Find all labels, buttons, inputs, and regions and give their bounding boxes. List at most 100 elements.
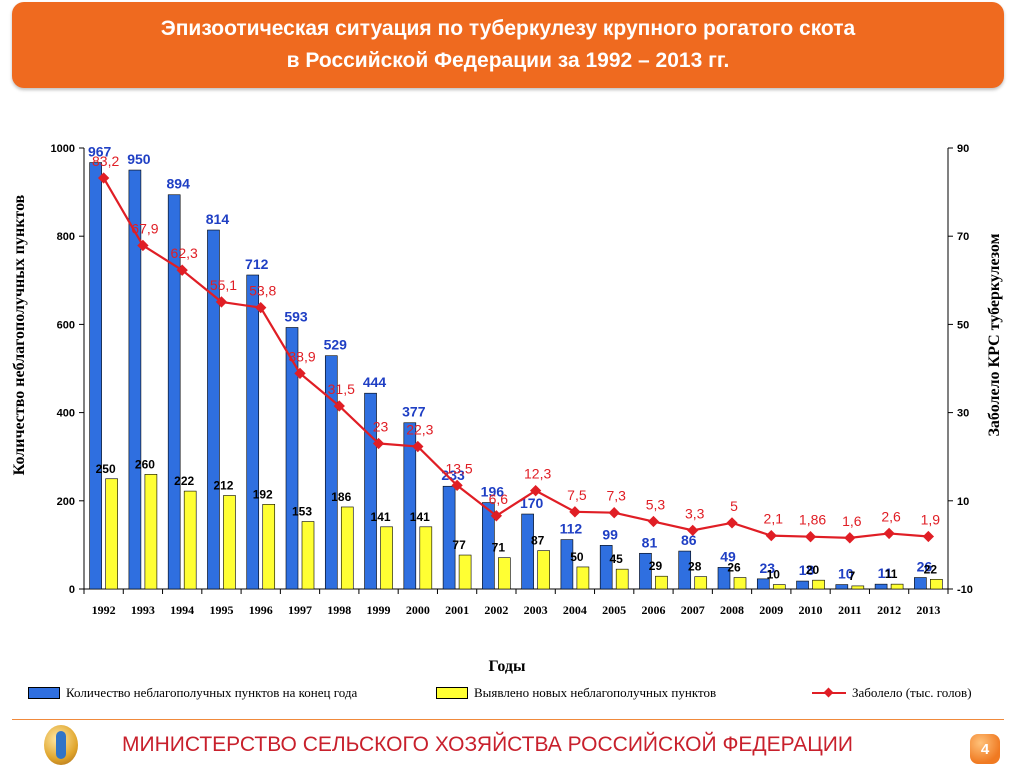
line-point-sick [883, 527, 895, 540]
data-label-new-points: 186 [331, 490, 351, 504]
x-tick-label: 2012 [877, 603, 901, 617]
data-label-points: 967 [88, 144, 112, 160]
legend-item-new-points: Выявлено новых неблагополучных пунктов [436, 684, 716, 702]
data-label-points: 529 [324, 337, 348, 353]
data-label-points: 712 [245, 256, 269, 272]
legend-label-sick: Заболело (тыс. голов) [852, 685, 972, 700]
y-tick-label-right: 70 [957, 231, 969, 243]
data-label-sick: 38,9 [288, 348, 315, 364]
data-label-points: 814 [206, 211, 230, 227]
legend-label-points: Количество неблагополучных пунктов на ко… [66, 685, 358, 700]
y-axis-label-right: Заболело КРС туберкулезом [986, 233, 1003, 437]
x-tick-label: 2002 [484, 603, 508, 617]
bar-points [560, 539, 574, 590]
line-point-sick [647, 515, 660, 528]
line-point-sick [922, 530, 935, 543]
legend-item-sick: Заболело (тыс. голов) [812, 684, 972, 702]
data-label-new-points: 50 [570, 550, 584, 564]
bar-new-points [301, 521, 315, 590]
x-tick-label: 2010 [799, 603, 823, 617]
x-tick-label: 2001 [445, 603, 469, 617]
bar-points [207, 229, 220, 590]
data-label-new-points: 20 [806, 563, 820, 577]
x-tick-label: 2007 [681, 603, 705, 617]
data-label-points: 377 [402, 404, 426, 420]
bar-points [796, 580, 809, 590]
bar-new-points [851, 585, 865, 590]
x-tick-label: 1999 [367, 603, 391, 617]
y-tick-label-left: 400 [57, 408, 75, 420]
data-label-new-points: 11 [885, 567, 898, 581]
x-tick-label: 1995 [209, 603, 233, 617]
bar-new-points [105, 478, 118, 590]
data-label-points: 10 [838, 566, 854, 582]
bar-new-points [655, 575, 668, 590]
y-tick-label-left: 1000 [51, 143, 75, 155]
bar-points [639, 552, 652, 590]
bar-points [364, 392, 377, 590]
bar-new-points [498, 557, 511, 590]
bar-points [128, 169, 142, 590]
x-tick-label: 2000 [406, 603, 430, 617]
data-label-new-points: 22 [924, 562, 938, 576]
data-label-sick: 3,3 [685, 505, 705, 521]
data-label-new-points: 26 [727, 561, 741, 575]
x-tick-label: 2004 [563, 603, 587, 617]
data-label-points: 444 [363, 374, 387, 390]
bar-new-points [458, 554, 472, 590]
data-label-sick: 7,5 [567, 487, 587, 503]
data-label-new-points: 141 [410, 510, 430, 524]
data-label-sick: 1,6 [842, 513, 862, 529]
bar-new-points [812, 579, 825, 590]
data-label-sick: 31,5 [328, 381, 355, 397]
legend-line-marker [812, 687, 846, 699]
line-point-sick [176, 264, 188, 276]
x-tick-label: 2009 [759, 603, 783, 617]
data-label-points: 950 [127, 151, 151, 167]
title-line-2: в Российской Федерации за 1992 – 2013 гг… [286, 49, 730, 72]
line-point-sick [844, 532, 856, 544]
bar-new-points [419, 526, 433, 590]
data-label-sick: 2,1 [764, 511, 784, 527]
line-point-sick [804, 531, 817, 543]
bar-points [717, 567, 731, 590]
x-tick-label: 1997 [288, 603, 312, 617]
data-label-sick: 23 [373, 418, 389, 434]
y-axis-label-left: Количество неблагополучных пунктов [11, 194, 28, 476]
page-number-badge: 4 [970, 734, 1000, 764]
data-label-points: 593 [284, 308, 308, 324]
y-tick-label-right: 10 [957, 496, 969, 508]
data-label-new-points: 77 [452, 538, 466, 552]
data-label-sick: 12,3 [524, 466, 551, 482]
line-point-sick [569, 506, 581, 518]
y-tick-label-right: -10 [957, 584, 973, 596]
bar-new-points [183, 490, 197, 590]
line-point-sick [687, 524, 699, 537]
bar-points [167, 194, 181, 590]
x-tick-label: 2008 [720, 603, 744, 617]
data-label-sick: 5,3 [646, 497, 666, 513]
bar-points [835, 584, 849, 590]
data-label-sick: 83,2 [92, 153, 119, 169]
bar-points [285, 327, 299, 590]
data-label-sick: 67,9 [131, 220, 158, 236]
x-tick-label: 2006 [641, 603, 665, 617]
data-label-sick: 22,3 [406, 422, 433, 438]
x-tick-label: 1993 [131, 603, 155, 617]
series-line-sick [102, 177, 929, 539]
bar-new-points [340, 506, 354, 590]
y-tick-label-right: 30 [957, 408, 969, 420]
legend-swatch-yellow [436, 687, 468, 699]
ministry-name: МИНИСТЕРСТВО СЕЛЬСКОГО ХОЗЯЙСТВА РОССИЙС… [122, 733, 853, 756]
bar-new-points [144, 474, 158, 590]
data-label-new-points: 7 [848, 569, 855, 583]
x-tick-label: 2003 [524, 603, 548, 617]
bar-points [599, 545, 613, 590]
bar-new-points [223, 495, 236, 590]
data-label-new-points: 28 [688, 560, 702, 574]
bar-points [874, 583, 888, 590]
bar-points [914, 577, 927, 590]
data-label-sick: 5 [730, 498, 738, 514]
data-label-points: 170 [520, 495, 544, 511]
